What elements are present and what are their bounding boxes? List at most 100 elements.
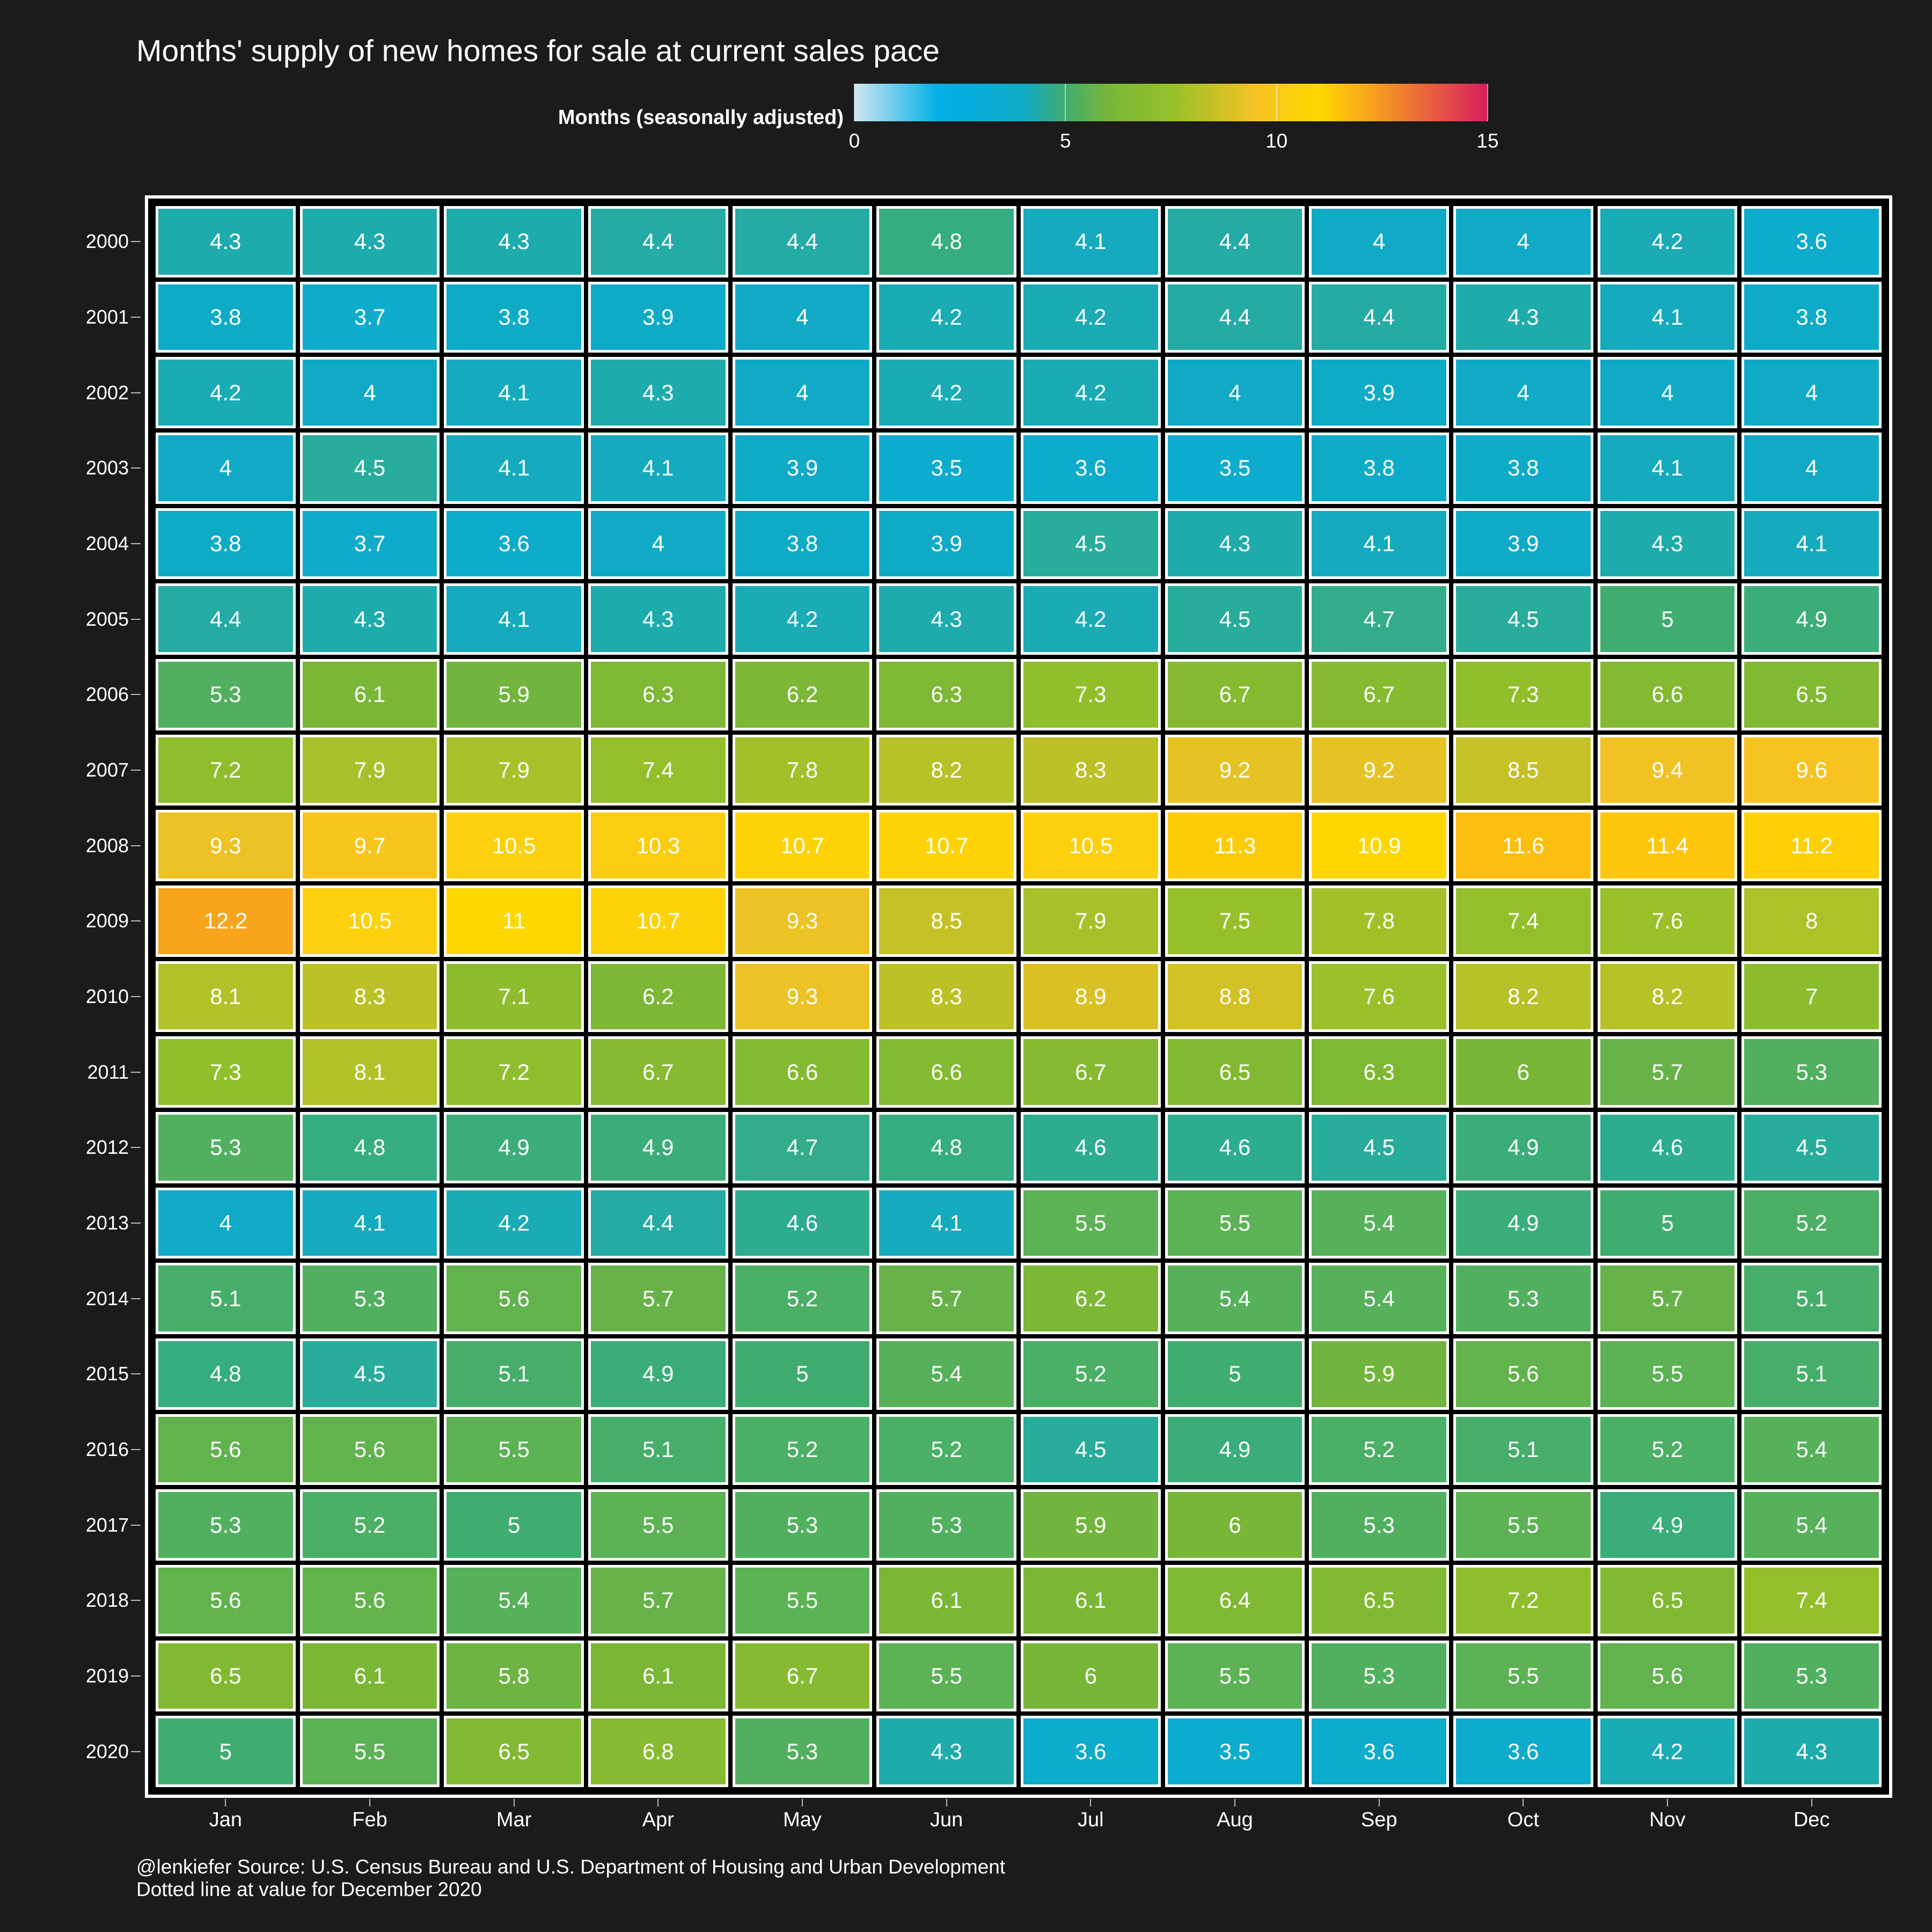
heatmap-cell-label: 4.9	[1507, 1135, 1539, 1160]
heatmap-cell	[1453, 1565, 1593, 1636]
heatmap-cell-label: 5.3	[210, 1135, 241, 1160]
heatmap-cell	[732, 433, 873, 504]
heatmap-cell-label: 5.4	[1219, 1285, 1251, 1311]
heatmap-cell	[1021, 508, 1161, 580]
y-tick-label: 2000	[85, 230, 129, 253]
heatmap-cell	[876, 281, 1016, 353]
heatmap-cell	[444, 583, 584, 655]
heatmap-cell-label: 5.3	[210, 682, 241, 707]
heatmap-cell-label: 5.1	[1796, 1285, 1827, 1311]
heatmap-cell	[1741, 206, 1882, 277]
y-tick-label: 2013	[85, 1212, 129, 1234]
heatmap-cell-label: 6.1	[931, 1587, 962, 1613]
heatmap-cell	[1453, 583, 1593, 655]
heatmap-cell	[156, 810, 296, 881]
y-tick-mark	[131, 770, 141, 771]
heatmap-cell-label: 3.6	[1507, 1738, 1539, 1764]
heatmap-cell-label: 4.3	[642, 379, 674, 405]
heatmap-cell	[876, 508, 1016, 580]
heatmap-cell	[444, 281, 584, 353]
y-tick-label: 2012	[85, 1136, 129, 1159]
heatmap-cell	[732, 1263, 873, 1334]
heatmap-cell	[444, 1112, 584, 1183]
heatmap-cell-label: 4.1	[1075, 229, 1107, 254]
heatmap-cell	[1741, 281, 1882, 353]
y-tick-label: 2005	[85, 608, 129, 630]
heatmap-cell-label: 6.2	[1075, 1285, 1107, 1311]
heatmap-cell	[1453, 1640, 1593, 1712]
heatmap-cell-label: 4.2	[786, 606, 818, 632]
heatmap-cell	[444, 961, 584, 1033]
y-tick-mark	[131, 241, 141, 243]
heatmap-cell-label: 5.3	[1796, 1059, 1827, 1085]
heatmap-cell-label: 4.2	[210, 379, 241, 405]
y-tick-mark	[131, 1751, 141, 1752]
heatmap-cell-label: 5.7	[1651, 1059, 1684, 1085]
heatmap-cell	[1741, 1565, 1882, 1636]
heatmap-cell-label: 4.4	[1363, 304, 1395, 330]
heatmap-cell	[156, 1565, 296, 1636]
heatmap-cell	[1021, 433, 1161, 504]
heatmap-cell-label: 5.5	[1507, 1663, 1539, 1688]
heatmap-cell-label: 4.3	[1219, 531, 1251, 556]
heatmap-cell-label: 3.7	[354, 304, 386, 330]
heatmap-cell	[876, 1716, 1016, 1787]
y-tick-label: 2019	[85, 1665, 129, 1687]
heatmap-cell	[299, 357, 440, 428]
heatmap-cell	[588, 1640, 728, 1712]
heatmap-cell-label: 5.3	[1363, 1512, 1395, 1538]
heatmap-cell	[1021, 1187, 1161, 1259]
heatmap-cell	[156, 1414, 296, 1485]
heatmap-cell	[1021, 1263, 1161, 1334]
heatmap-cell	[732, 583, 873, 655]
heatmap-cell-label: 5.5	[1075, 1210, 1107, 1235]
heatmap-cell-label: 4.3	[642, 606, 674, 632]
heatmap-cell-label: 3.6	[498, 531, 530, 556]
colorbar-tick-label: 5	[1060, 130, 1071, 152]
heatmap-cell	[1309, 433, 1449, 504]
heatmap-cell-label: 4.9	[1651, 1512, 1684, 1538]
heatmap-cell	[876, 1565, 1016, 1636]
heatmap-cell	[1453, 810, 1593, 881]
heatmap-cell	[156, 1112, 296, 1183]
heatmap-cell	[1165, 1489, 1305, 1561]
heatmap-cell	[1597, 1263, 1738, 1334]
heatmap-cell-label: 3.8	[210, 304, 241, 330]
heatmap-cell	[1597, 206, 1738, 277]
caption-note: Dotted line at value for December 2020	[136, 1878, 482, 1900]
heatmap-cell	[1741, 1338, 1882, 1410]
heatmap-cell	[1597, 281, 1738, 353]
heatmap-cell-label: 4.6	[786, 1210, 818, 1235]
heatmap-cell-label: 6.1	[354, 1663, 386, 1688]
heatmap-cell	[444, 1640, 584, 1712]
heatmap-cell-label: 4.9	[1507, 1210, 1539, 1235]
heatmap-cell-label: 3.8	[1363, 455, 1395, 481]
heatmap-cell-label: 5.2	[1651, 1437, 1684, 1462]
heatmap-cell-label: 4.3	[1796, 1738, 1827, 1764]
colorbar-tick-mark	[1276, 84, 1277, 121]
heatmap-cell-label: 5.3	[1363, 1663, 1395, 1688]
heatmap-cell	[1165, 1338, 1305, 1410]
heatmap-cell-label: 4.1	[642, 455, 674, 481]
heatmap-cell-label: 8	[1805, 908, 1818, 934]
x-tick-mark	[1811, 1799, 1812, 1806]
heatmap-cell	[732, 1716, 873, 1787]
colorbar-tick-mark	[1487, 84, 1488, 121]
heatmap-cell-label: 5.2	[786, 1437, 818, 1462]
heatmap-cell	[1165, 583, 1305, 655]
heatmap-cell-label: 9.2	[1363, 757, 1395, 782]
heatmap-cell-label: 7.8	[1363, 908, 1395, 934]
heatmap-cell	[444, 885, 584, 957]
heatmap-cell	[588, 810, 728, 881]
heatmap-cell	[588, 1263, 728, 1334]
heatmap-cell-label: 4.6	[1219, 1135, 1251, 1160]
x-tick-label: Jun	[930, 1809, 963, 1831]
x-tick-label: Mar	[496, 1809, 532, 1831]
heatmap-cell	[299, 1565, 440, 1636]
chart-title: Months' supply of new homes for sale at …	[136, 34, 940, 68]
heatmap-cell	[1309, 357, 1449, 428]
heatmap-cell-label: 3.6	[1363, 1738, 1395, 1764]
heatmap-cell-label: 4.4	[642, 1210, 674, 1235]
heatmap-cell-label: 6.6	[786, 1059, 818, 1085]
